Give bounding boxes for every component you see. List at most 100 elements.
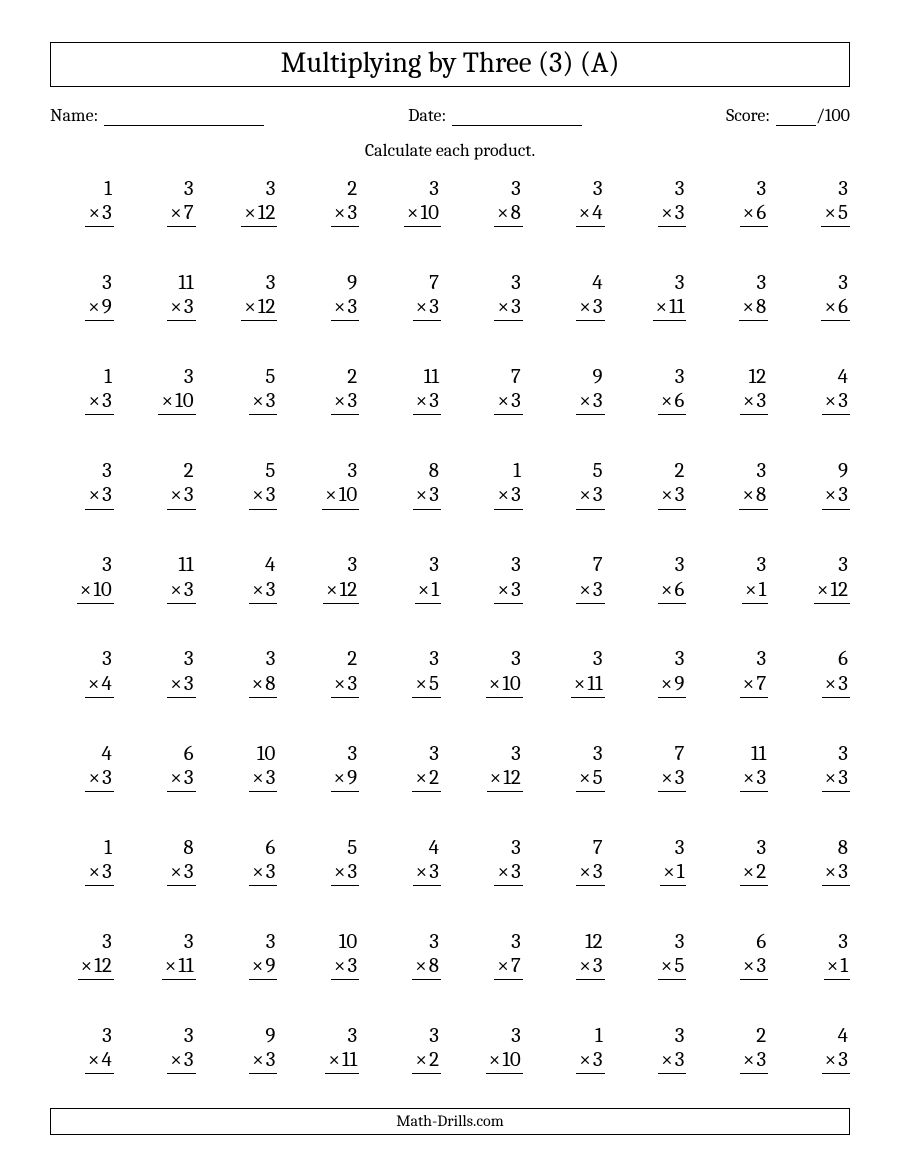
- problem-cell: 1×3: [459, 459, 523, 523]
- multiplicand: 2: [756, 1024, 768, 1048]
- multiplier-row: ×3: [249, 578, 277, 604]
- multiplicand: 3: [511, 553, 523, 577]
- multiplier-row: ×3: [576, 578, 604, 604]
- multiply-icon: ×: [743, 860, 757, 884]
- multiplier: 10: [175, 389, 193, 413]
- multiplier-row: ×3: [822, 483, 850, 509]
- multiplicand: 3: [757, 553, 769, 577]
- multiplier: 10: [502, 1048, 520, 1072]
- problem-cell: 9×3: [786, 459, 850, 523]
- score-blank[interactable]: [776, 108, 816, 126]
- multiplier-row: ×10: [486, 672, 523, 698]
- multiplier: 7: [184, 201, 194, 225]
- multiplier-row: ×1: [660, 860, 686, 886]
- multiplier-row: ×1: [824, 954, 850, 980]
- multiplicand: 3: [838, 742, 850, 766]
- problem-cell: 8×3: [786, 836, 850, 900]
- multiplicand: 3: [511, 271, 523, 295]
- multiply-icon: ×: [579, 389, 593, 413]
- multiplicand: 4: [265, 553, 277, 577]
- multiplicand: 4: [429, 836, 441, 860]
- multiplier-row: ×6: [658, 578, 687, 604]
- multiplier-row: ×10: [158, 389, 195, 415]
- multiplier: 3: [266, 1048, 276, 1072]
- multiplicand: 3: [675, 930, 687, 954]
- multiply-icon: ×: [170, 201, 184, 225]
- multiplicand: 3: [675, 836, 687, 860]
- multiplicand: 8: [183, 836, 195, 860]
- date-blank[interactable]: [452, 108, 582, 126]
- multiplicand: 3: [838, 930, 850, 954]
- problem-cell: 3×3: [623, 177, 687, 241]
- multiplicand: 4: [592, 271, 604, 295]
- problem-cell: 12×3: [704, 365, 768, 429]
- problem-cell: 3×6: [704, 177, 768, 241]
- multiplicand: 3: [184, 177, 196, 201]
- footer-attribution: Math-Drills.com: [50, 1108, 850, 1135]
- multiplier: 3: [102, 201, 112, 225]
- multiplier: 3: [266, 578, 276, 602]
- multiplier-row: ×8: [412, 954, 441, 980]
- multiplier-row: ×4: [85, 1048, 114, 1074]
- multiplier-row: ×3: [576, 483, 604, 509]
- problem-cell: 3×1: [377, 553, 441, 617]
- multiply-icon: ×: [497, 389, 511, 413]
- problem-cell: 3×11: [541, 647, 605, 711]
- multiply-icon: ×: [88, 483, 102, 507]
- multiplier: 6: [756, 201, 766, 225]
- multiply-icon: ×: [170, 578, 184, 602]
- multiply-icon: ×: [579, 766, 593, 790]
- multiplier: 3: [348, 389, 358, 413]
- multiplicand: 3: [429, 930, 441, 954]
- multiplier-row: ×1: [742, 578, 768, 604]
- multiplier-row: ×3: [85, 860, 113, 886]
- multiplicand: 3: [675, 647, 687, 671]
- multiplier-row: ×6: [821, 295, 850, 321]
- multiply-icon: ×: [334, 860, 348, 884]
- multiply-icon: ×: [579, 295, 593, 319]
- multiplier: 3: [838, 860, 848, 884]
- multiplier: 3: [593, 578, 603, 602]
- multiplier: 1: [677, 860, 685, 884]
- multiplier: 3: [593, 860, 603, 884]
- multiplicand: 9: [593, 365, 605, 389]
- problem-cell: 6×3: [786, 647, 850, 711]
- problem-grid: 1×33×73×122×33×103×83×43×33×63×53×911×33…: [50, 177, 850, 1088]
- multiply-icon: ×: [334, 389, 348, 413]
- multiplicand: 3: [838, 271, 850, 295]
- multiply-icon: ×: [825, 860, 839, 884]
- multiplier-row: ×12: [241, 201, 277, 227]
- multiplier: 12: [94, 954, 112, 978]
- multiplier: 4: [592, 201, 602, 225]
- problem-cell: 2×3: [295, 177, 359, 241]
- multiplier-row: ×5: [821, 201, 850, 227]
- multiplier: 10: [421, 201, 439, 225]
- multiplier-row: ×3: [576, 389, 604, 415]
- score-field: Score: /100: [726, 105, 850, 126]
- multiplicand: 3: [511, 177, 523, 201]
- multiplier-row: ×9: [658, 672, 687, 698]
- multiply-icon: ×: [661, 483, 675, 507]
- multiplier: 8: [265, 672, 275, 696]
- multiply-icon: ×: [407, 201, 421, 225]
- problem-cell: 7×3: [623, 742, 687, 806]
- name-blank[interactable]: [104, 108, 264, 126]
- problem-cell: 3×5: [377, 647, 441, 711]
- problem-cell: 3×9: [295, 742, 359, 806]
- multiply-icon: ×: [497, 295, 511, 319]
- multiplicand: 12: [749, 365, 769, 389]
- problem-cell: 7×3: [541, 553, 605, 617]
- multiplier: 2: [429, 1048, 439, 1072]
- multiplicand: 3: [102, 271, 114, 295]
- multiplier-row: ×3: [822, 672, 850, 698]
- multiply-icon: ×: [579, 860, 593, 884]
- multiplier: 3: [266, 483, 276, 507]
- problem-cell: 9×3: [214, 1024, 278, 1088]
- problem-cell: 9×3: [541, 365, 605, 429]
- multiplicand: 3: [511, 742, 523, 766]
- multiplier: 9: [674, 672, 684, 696]
- multiplier: 8: [511, 201, 521, 225]
- multiply-icon: ×: [325, 483, 339, 507]
- multiplier-row: ×3: [413, 860, 441, 886]
- multiplicand: 3: [757, 271, 769, 295]
